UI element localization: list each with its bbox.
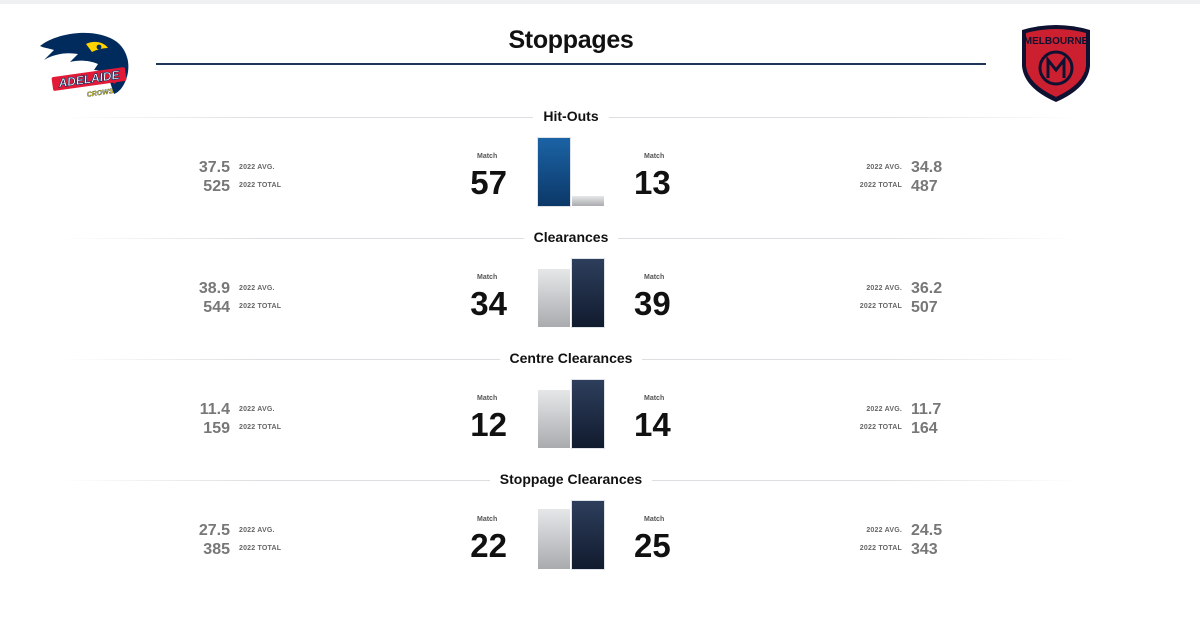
home-avg-label: 2022 AVG.: [239, 406, 275, 413]
away-total-label: 2022 TOTAL: [859, 303, 902, 310]
comparison-bars: [536, 497, 608, 569]
home-total-label: 2022 TOTAL: [239, 303, 282, 310]
stat-section-centre-clearances: Centre Clearances 11.4 2022 AVG. 159 202…: [0, 350, 1200, 471]
away-bar: [572, 259, 604, 327]
adelaide-crows-logo: ADELAIDE CROWS: [36, 30, 132, 100]
home-match-label: Match: [477, 153, 498, 160]
away-match-label: Match: [644, 395, 665, 402]
home-avg-label: 2022 AVG.: [239, 164, 275, 171]
away-match-label: Match: [644, 153, 665, 160]
section-title: Clearances: [523, 229, 619, 245]
away-total-value: 507: [911, 299, 938, 316]
adelaide-logo-subtext: CROWS: [86, 88, 114, 99]
home-total-label: 2022 TOTAL: [239, 424, 282, 431]
home-bar: [538, 509, 570, 569]
home-total-label: 2022 TOTAL: [239, 545, 282, 552]
away-total-label: 2022 TOTAL: [859, 545, 902, 552]
home-match-value: 12: [470, 406, 507, 443]
home-avg-value: 38.9: [198, 280, 230, 297]
home-total-value: 544: [203, 299, 230, 316]
comparison-bars: [536, 255, 608, 327]
away-match-value: 13: [634, 164, 671, 201]
away-avg-label: 2022 AVG.: [866, 527, 902, 534]
comparison-bars: [536, 134, 608, 206]
melbourne-logo: MELBOURNE: [1016, 22, 1096, 104]
top-border: [0, 0, 1200, 4]
away-total-value: 164: [911, 420, 938, 437]
away-avg-value: 11.7: [911, 401, 942, 418]
home-bar: [538, 390, 570, 448]
away-avg-label: 2022 AVG.: [866, 164, 902, 171]
away-match-value: 25: [634, 527, 671, 564]
section-title: Centre Clearances: [499, 350, 643, 366]
home-match-value: 22: [470, 527, 507, 564]
home-total-value: 159: [203, 420, 230, 437]
home-avg-value: 37.5: [198, 159, 230, 176]
section-title: Hit-Outs: [533, 108, 609, 124]
home-avg-value: 11.4: [199, 401, 230, 418]
home-total-value: 385: [203, 541, 230, 558]
home-match-value: 34: [470, 285, 507, 322]
page-title: Stoppages: [508, 26, 634, 54]
title-underline: [156, 63, 986, 65]
away-match-value: 14: [634, 406, 671, 443]
away-avg-value: 34.8: [911, 159, 943, 176]
home-match-label: Match: [477, 516, 498, 523]
home-avg-label: 2022 AVG.: [239, 285, 275, 292]
stat-section-stoppage-clearances: Stoppage Clearances 27.5 2022 AVG. 385 2…: [0, 471, 1200, 592]
home-match-label: Match: [477, 274, 498, 281]
home-bar: [538, 269, 570, 327]
away-avg-value: 24.5: [911, 522, 943, 539]
home-avg-value: 27.5: [198, 522, 230, 539]
melbourne-logo-text: MELBOURNE: [1024, 36, 1089, 47]
away-match-label: Match: [644, 274, 665, 281]
home-avg-label: 2022 AVG.: [239, 527, 275, 534]
away-total-value: 343: [911, 541, 938, 558]
away-bar: [572, 501, 604, 569]
away-avg-value: 36.2: [911, 280, 943, 297]
home-bar: [538, 138, 570, 206]
home-total-value: 525: [203, 178, 230, 195]
away-bar: [572, 380, 604, 448]
home-total-label: 2022 TOTAL: [239, 182, 282, 189]
away-match-value: 39: [634, 285, 671, 322]
section-title: Stoppage Clearances: [489, 471, 653, 487]
adelaide-logo-text: ADELAIDE: [57, 68, 122, 91]
home-match-value: 57: [470, 164, 507, 201]
away-bar: [572, 196, 604, 206]
stat-section-hit-outs: Hit-Outs 37.5 2022 AVG. 525 2022 TOTAL M…: [0, 108, 1200, 229]
stat-section-clearances: Clearances 38.9 2022 AVG. 544 2022 TOTAL…: [0, 229, 1200, 350]
away-total-value: 487: [911, 178, 938, 195]
away-avg-label: 2022 AVG.: [866, 285, 902, 292]
away-avg-label: 2022 AVG.: [866, 406, 902, 413]
comparison-bars: [536, 376, 608, 448]
away-total-label: 2022 TOTAL: [859, 182, 902, 189]
away-total-label: 2022 TOTAL: [859, 424, 902, 431]
away-match-label: Match: [644, 516, 665, 523]
home-match-label: Match: [477, 395, 498, 402]
